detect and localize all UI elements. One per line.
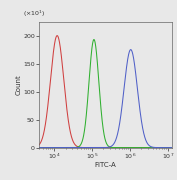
X-axis label: FITC-A: FITC-A xyxy=(95,163,116,168)
Text: $(\times10^1)$: $(\times10^1)$ xyxy=(23,9,45,19)
Y-axis label: Count: Count xyxy=(16,74,22,95)
